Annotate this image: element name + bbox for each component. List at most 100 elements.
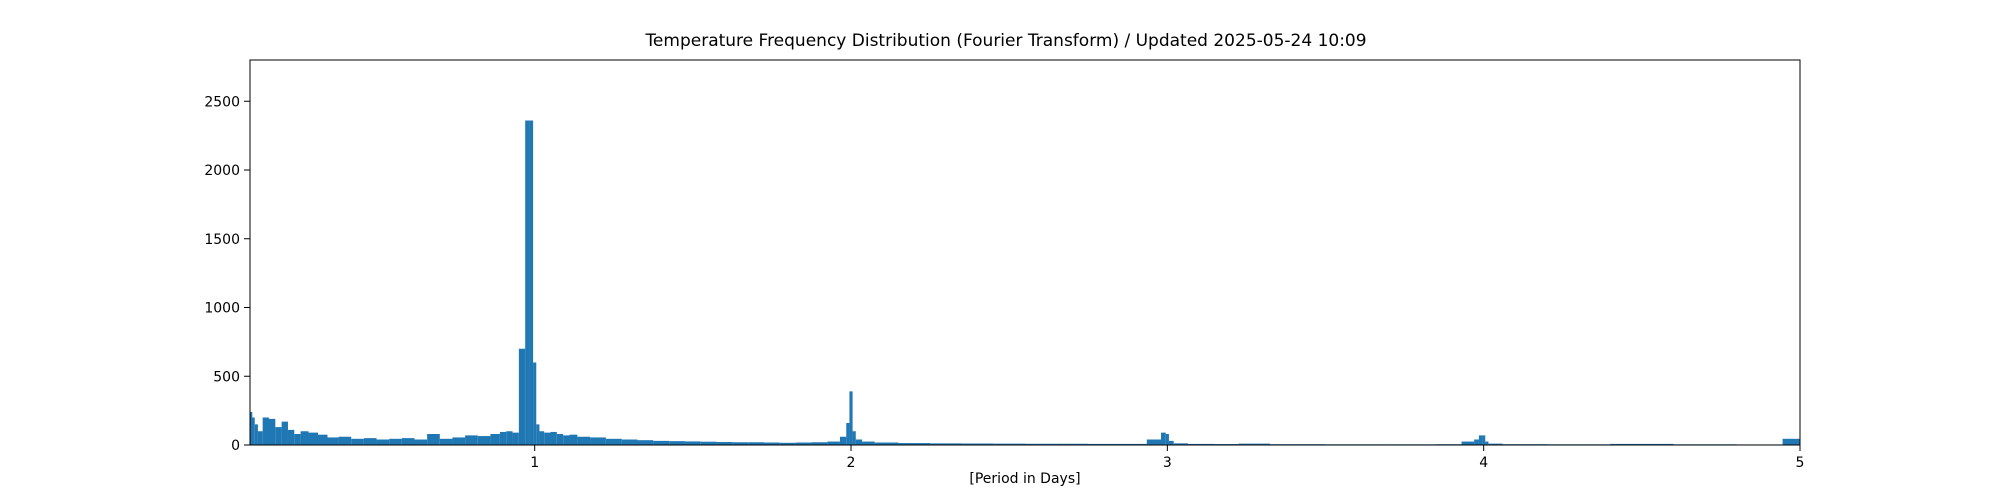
- y-tick-label: 500: [213, 369, 240, 385]
- bar: [839, 436, 847, 445]
- bar: [439, 438, 453, 445]
- y-axis: 0 500 1000 1500 2000 2500: [204, 94, 250, 454]
- bar: [1187, 443, 1215, 445]
- bar: [512, 432, 519, 446]
- bar: [556, 434, 564, 445]
- bar: [1161, 432, 1166, 446]
- bar: [874, 442, 899, 445]
- bar: [550, 431, 557, 445]
- bar: [1165, 434, 1169, 445]
- bar: [764, 442, 780, 445]
- bar: [862, 441, 875, 445]
- bar: [811, 442, 828, 445]
- bar: [1173, 443, 1188, 445]
- x-tick-label: 1: [530, 455, 539, 471]
- bar: [300, 431, 309, 445]
- bar: [716, 441, 733, 445]
- bar: [795, 442, 812, 445]
- x-axis: 1 2 3 4 5: [530, 445, 1804, 471]
- bar: [1119, 443, 1147, 445]
- bar: [779, 442, 796, 445]
- bar: [684, 441, 701, 445]
- bar: [338, 436, 352, 445]
- bar: [748, 442, 765, 445]
- bar: [257, 431, 263, 445]
- bar: [529, 120, 534, 445]
- bar: [669, 441, 685, 445]
- bar: [1485, 441, 1489, 445]
- bar: [827, 441, 840, 445]
- bar: [465, 435, 478, 446]
- bar: [414, 439, 428, 445]
- chart-title: Temperature Frequency Distribution (Four…: [644, 31, 1366, 51]
- bar: [1610, 443, 1674, 445]
- bar: [539, 431, 545, 445]
- y-tick-label: 2500: [204, 94, 240, 110]
- bar: [308, 432, 319, 446]
- y-tick-label: 0: [231, 438, 240, 454]
- x-tick-label: 3: [1163, 455, 1172, 471]
- bar: [327, 437, 339, 445]
- y-tick-label: 2000: [204, 163, 240, 179]
- bar: [254, 424, 258, 446]
- bar: [1488, 443, 1503, 446]
- bar: [1056, 443, 1089, 445]
- bar: [993, 443, 1025, 446]
- bar: [389, 438, 402, 445]
- bar: [898, 443, 931, 445]
- bar: [536, 424, 540, 446]
- bar: [653, 440, 670, 446]
- bar: [577, 436, 591, 445]
- bar: [363, 438, 377, 446]
- bar: [251, 417, 255, 445]
- x-tick-label: 4: [1479, 455, 1488, 471]
- bar: [1088, 443, 1120, 445]
- x-axis-label: [Period in Days]: [969, 471, 1080, 487]
- plot-frame: [249, 59, 1801, 446]
- bar: [262, 417, 269, 445]
- bar: [1782, 438, 1800, 445]
- bar: [275, 427, 282, 446]
- bar: [930, 443, 962, 445]
- bar: [268, 418, 276, 446]
- bar: [1146, 439, 1162, 445]
- bar: [544, 432, 551, 446]
- y-tick-label: 1500: [204, 232, 240, 248]
- x-tick-label: 5: [1796, 455, 1805, 471]
- y-tick-label: 1000: [204, 301, 240, 317]
- bar: [1025, 443, 1057, 445]
- bar: [732, 442, 749, 445]
- bar: [525, 120, 530, 445]
- bar: [518, 348, 526, 445]
- bar: [569, 434, 578, 445]
- bar: [490, 434, 500, 445]
- bar: [351, 438, 364, 445]
- bar: [961, 443, 994, 445]
- bar: [250, 412, 253, 445]
- bar: [376, 439, 390, 445]
- bar: [1482, 435, 1486, 446]
- bar: [849, 391, 853, 446]
- bar: [318, 434, 328, 445]
- bar: [700, 441, 717, 445]
- bar: [427, 434, 440, 445]
- bar: [499, 431, 507, 445]
- bar: [846, 423, 850, 445]
- bar: [281, 421, 288, 446]
- bar: [590, 437, 606, 445]
- bar: [855, 439, 863, 445]
- bar: [477, 436, 491, 445]
- bar: [637, 440, 654, 445]
- bar: [1238, 443, 1271, 446]
- bar: [1461, 441, 1475, 445]
- bar: [533, 362, 537, 445]
- bar: [605, 438, 622, 445]
- bar: [1474, 439, 1479, 445]
- bar: [1168, 440, 1174, 446]
- bar: [506, 431, 513, 445]
- bar: [401, 438, 415, 446]
- bar: [621, 439, 638, 445]
- x-tick-label: 2: [847, 455, 856, 471]
- bar: [852, 431, 856, 445]
- bar: [452, 437, 466, 445]
